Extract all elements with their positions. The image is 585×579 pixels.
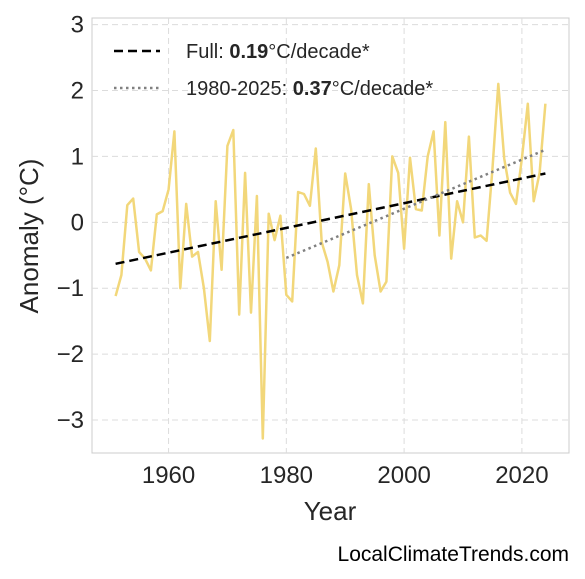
plot-area: [91, 17, 570, 454]
legend-label-recent: 1980-2025: 0.37°C/decade*: [186, 78, 433, 100]
x-tick-label: 1980: [260, 462, 313, 489]
y-tick-label: −2: [57, 341, 84, 368]
full-trend-line: [115, 172, 546, 266]
tick-labels: 1960 1980 2000 2020 −3 −2 −1 0 1 2 3: [57, 12, 549, 489]
y-tick-label: −3: [57, 407, 84, 434]
legend-recent-rate: 0.37: [293, 78, 332, 100]
x-tick-label: 1960: [142, 462, 195, 489]
legend: Full: 0.19°C/decade* 1980-2025: 0.37°C/d…: [114, 41, 433, 100]
legend-recent-unit: °C/decade*: [332, 78, 434, 100]
chart-marks: [114, 82, 547, 440]
legend-full-rate: 0.19: [229, 41, 268, 63]
legend-full-prefix: Full:: [186, 41, 229, 63]
x-axis-label: Year: [304, 496, 357, 526]
anomaly-series-line: [114, 82, 547, 440]
legend-recent-prefix: 1980-2025:: [186, 78, 293, 100]
y-tick-label: 3: [71, 12, 84, 39]
x-tick-label: 2000: [377, 462, 430, 489]
y-tick-label: 0: [71, 209, 84, 236]
x-tick-label: 2020: [495, 462, 548, 489]
recent-trend-line: [285, 148, 546, 260]
y-tick-label: 2: [71, 78, 84, 105]
legend-label-full: Full: 0.19°C/decade*: [186, 41, 370, 63]
y-axis-label: Anomaly (°C): [14, 159, 44, 314]
legend-full-unit: °C/decade*: [268, 41, 370, 63]
y-tick-label: 1: [71, 143, 84, 170]
grid-lines: [92, 18, 569, 453]
watermark-text: LocalClimateTrends.com: [337, 543, 569, 566]
y-tick-label: −1: [57, 275, 84, 302]
